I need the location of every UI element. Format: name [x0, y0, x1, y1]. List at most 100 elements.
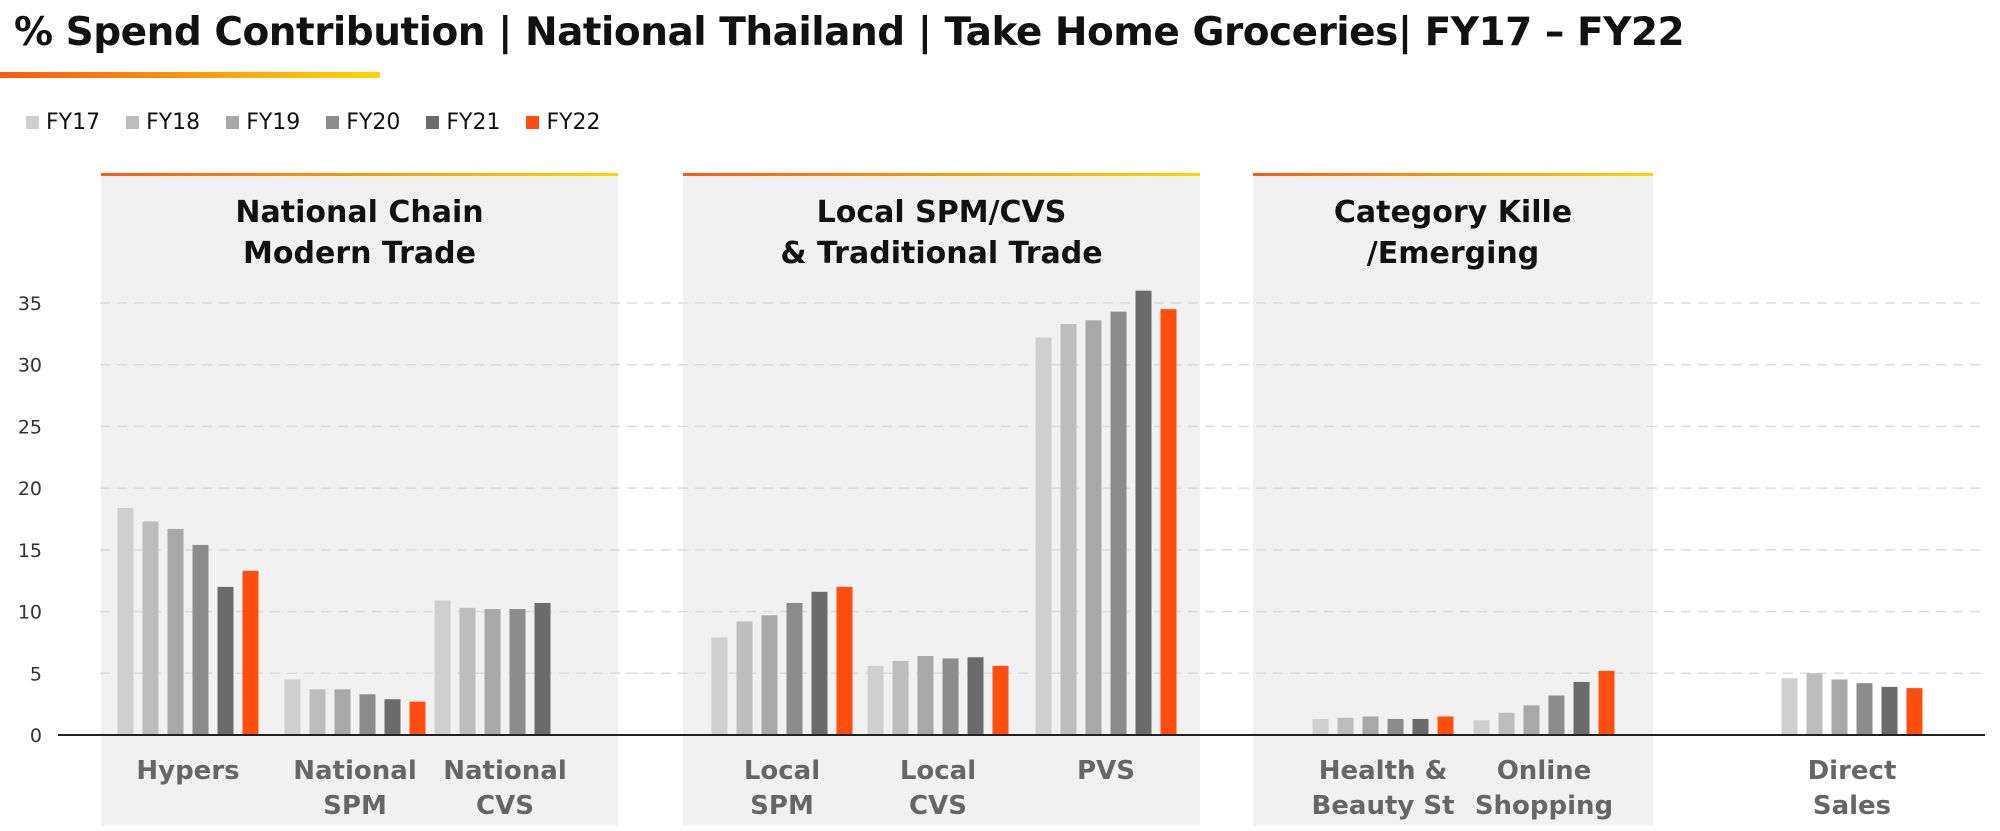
- bar-fy21: [534, 602, 551, 735]
- bar-fy22: [1160, 309, 1177, 735]
- bar-fy22: [836, 586, 853, 735]
- bar-fy18: [142, 521, 159, 735]
- bar-fy22: [409, 701, 426, 735]
- bar-fy21: [1881, 686, 1898, 735]
- bar-fy21: [1573, 681, 1590, 735]
- bar-fy18: [1060, 323, 1077, 735]
- bar-fy20: [1548, 695, 1565, 735]
- group-title: & Traditional Trade: [780, 236, 1102, 271]
- legend-swatch: [326, 116, 340, 129]
- bar-fy18: [309, 689, 326, 735]
- y-tick-label: 0: [30, 725, 42, 747]
- y-tick-label: 30: [18, 355, 42, 377]
- bar-fy22: [992, 665, 1009, 735]
- title-underline: [0, 72, 380, 78]
- bar-fy17: [1781, 678, 1798, 735]
- legend-label: FY18: [146, 110, 201, 135]
- bar-fy18: [736, 621, 753, 735]
- legend-swatch: [26, 116, 39, 129]
- bar-fy17: [711, 637, 728, 735]
- category-label: SPM: [750, 791, 814, 821]
- category-label: Local: [900, 756, 976, 786]
- legend-swatch: [526, 116, 540, 129]
- legend-item-fy19: FY19: [226, 110, 300, 135]
- bar-fy18: [1337, 717, 1354, 735]
- bar-fy20: [1387, 718, 1404, 735]
- bar-fy21: [384, 699, 401, 735]
- bar-fy19: [484, 609, 501, 735]
- y-tick-label: 15: [18, 540, 42, 562]
- legend-label: FY19: [246, 110, 301, 135]
- panel-accent-line: [101, 173, 618, 176]
- bar-fy17: [284, 679, 301, 735]
- category-label: PVS: [1077, 756, 1135, 786]
- bar-fy18: [892, 660, 909, 735]
- category-label: Online: [1497, 756, 1592, 786]
- group-title: National Chain: [235, 195, 483, 230]
- group-title: Category Kille: [1334, 195, 1572, 230]
- category-label: Shopping: [1475, 791, 1613, 821]
- category-label: Beauty St: [1311, 791, 1454, 821]
- bar-fy18: [459, 607, 476, 735]
- bar-fy22: [1906, 688, 1923, 735]
- category-label: CVS: [909, 791, 967, 821]
- legend-label: FY17: [46, 110, 101, 135]
- bar-fy21: [1135, 290, 1152, 735]
- y-tick-label: 25: [18, 416, 42, 438]
- bar-fy17: [434, 600, 451, 735]
- bar-fy19: [334, 689, 351, 735]
- bar-fy17: [1035, 337, 1052, 735]
- legend-label: FY21: [446, 110, 501, 135]
- y-tick-label: 10: [18, 602, 42, 624]
- bar-fy19: [917, 656, 934, 735]
- legend-item-fy20: FY20: [326, 110, 400, 135]
- legend-label: FY22: [546, 110, 601, 135]
- category-label: Direct: [1808, 756, 1897, 786]
- bar-fy17: [1473, 720, 1490, 735]
- bar-fy20: [786, 602, 803, 735]
- bar-fy22: [242, 570, 259, 735]
- bar-fy18: [1806, 673, 1823, 735]
- legend-label: FY20: [346, 110, 401, 135]
- bar-fy20: [1856, 683, 1873, 735]
- category-label: Sales: [1813, 791, 1891, 821]
- group-title: Modern Trade: [243, 236, 476, 271]
- group-title: /Emerging: [1367, 236, 1539, 271]
- bar-fy20: [942, 658, 959, 735]
- category-label: National: [443, 756, 566, 786]
- category-label: National: [293, 756, 416, 786]
- bar-fy19: [1362, 716, 1379, 735]
- legend-item-fy18: FY18: [126, 110, 200, 135]
- bar-fy22: [1598, 670, 1615, 735]
- bar-fy17: [1312, 718, 1329, 735]
- bar-fy21: [967, 657, 984, 735]
- legend-item-fy21: FY21: [426, 110, 500, 135]
- category-label: SPM: [323, 791, 387, 821]
- bar-fy20: [192, 544, 209, 735]
- panel-accent-line: [1253, 173, 1653, 176]
- bar-fy19: [761, 615, 778, 735]
- y-tick-label: 20: [18, 478, 42, 500]
- category-label: Health &: [1319, 756, 1448, 786]
- bar-fy19: [167, 528, 184, 735]
- page-title: % Spend Contribution | National Thailand…: [14, 10, 1685, 55]
- bar-fy20: [509, 609, 526, 735]
- bar-fy18: [1498, 712, 1515, 735]
- bar-fy22: [1437, 716, 1454, 735]
- bar-fy17: [867, 665, 884, 735]
- bar-fy21: [1412, 718, 1429, 735]
- group-title: Local SPM/CVS: [817, 195, 1067, 230]
- bar-fy19: [1085, 320, 1102, 735]
- bar-fy19: [1831, 679, 1848, 735]
- chart-legend: FY17 FY18 FY19 FY20 FY21 FY22: [26, 110, 627, 135]
- bar-fy17: [117, 507, 134, 735]
- category-label: Hypers: [136, 756, 239, 786]
- legend-swatch: [126, 116, 140, 129]
- category-label: Local: [744, 756, 820, 786]
- bar-fy19: [1523, 705, 1540, 735]
- legend-swatch: [426, 116, 440, 129]
- bar-fy20: [359, 694, 376, 735]
- y-tick-label: 5: [30, 663, 42, 685]
- legend-swatch: [226, 116, 240, 129]
